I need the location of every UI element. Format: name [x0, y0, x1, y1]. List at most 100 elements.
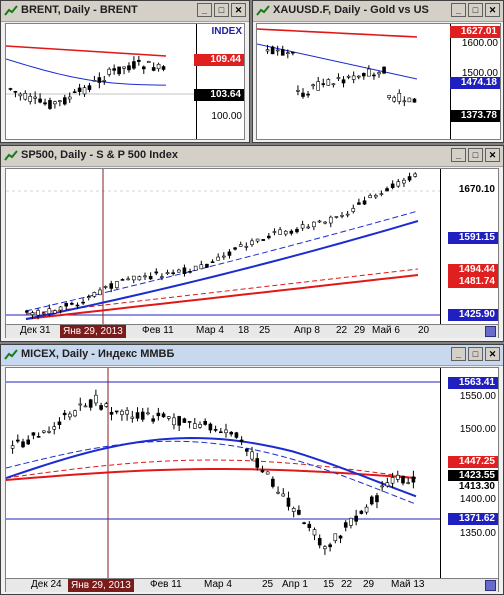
maximize-button[interactable]: □	[468, 347, 483, 361]
candle-body	[369, 496, 374, 505]
brent-chart-window[interactable]: BRENT, Daily - BRENT _ □ ✕ INDEX 109.44 …	[0, 0, 250, 143]
close-button[interactable]: ✕	[231, 3, 246, 17]
candle-body	[340, 215, 344, 217]
scale-label: 100.00	[211, 111, 242, 122]
candle-body	[255, 458, 260, 468]
window-title: BRENT, Daily - BRENT	[21, 4, 138, 16]
candle-body	[10, 445, 15, 449]
candle-body	[395, 474, 400, 480]
close-button[interactable]: ✕	[485, 3, 500, 17]
candle-body	[210, 261, 215, 264]
candle-body	[135, 412, 140, 419]
close-button[interactable]: ✕	[485, 148, 500, 162]
chart-settings-icon[interactable]	[485, 326, 496, 337]
x-tick-label: 22	[336, 325, 348, 336]
micex-plot-area[interactable]: 1563.41 1550.00 1500.00 1447.25 1423.55 …	[5, 367, 499, 592]
maximize-button[interactable]: □	[468, 148, 483, 162]
crosshair-date-label: Янв 29, 2013	[68, 579, 134, 592]
candle-body	[336, 77, 341, 79]
candle-body	[154, 271, 159, 274]
candle-body	[192, 423, 197, 429]
candle-body	[345, 213, 350, 216]
brent-plot-area[interactable]: INDEX 109.44 103.64 100.00	[5, 23, 245, 140]
scale-label: 1500.00	[461, 68, 498, 79]
x-tick-label: 29	[354, 325, 366, 336]
candle-body	[143, 275, 147, 278]
candle-body	[120, 410, 124, 415]
x-tick-label: 15	[323, 579, 335, 590]
candle-body	[306, 226, 311, 229]
gold-titlebar[interactable]: XAUUSD.F, Daily - Gold vs US _ □ ✕	[253, 1, 503, 22]
chart-settings-icon[interactable]	[485, 580, 496, 591]
candle-body	[311, 84, 315, 87]
candle-body	[38, 98, 42, 103]
candle-body	[219, 431, 223, 434]
candle-body	[296, 90, 300, 92]
candle-body	[42, 430, 46, 433]
x-tick-label: Мар 4	[204, 579, 232, 590]
candle-body	[401, 475, 405, 484]
candle-body	[172, 417, 176, 426]
candle-body	[306, 93, 310, 96]
candle-body	[92, 80, 97, 82]
minimize-button[interactable]: _	[451, 347, 466, 361]
scale-label: 1550.00	[459, 391, 496, 402]
candle-body	[171, 272, 175, 275]
x-tick-label: Май 6	[372, 325, 400, 336]
candle-body	[109, 283, 114, 289]
candle-body	[23, 93, 28, 100]
candle-body	[261, 239, 266, 241]
candle-body	[33, 96, 37, 99]
candle-body	[137, 276, 142, 281]
candle-body	[18, 93, 23, 97]
x-tick-label: Май 13	[391, 579, 425, 590]
maximize-button[interactable]: □	[468, 3, 483, 17]
minimize-button[interactable]: _	[451, 3, 466, 17]
chart-icon	[4, 150, 18, 161]
candle-body	[402, 100, 407, 103]
candle-body	[297, 509, 301, 515]
candle-body	[92, 292, 97, 297]
sp500-plot-area[interactable]: 1670.10 1591.15 1494.44 1481.74 1425.90 …	[5, 168, 499, 338]
candle-body	[47, 308, 52, 315]
candle-body	[346, 75, 351, 78]
scale-label: 1400.00	[459, 494, 496, 505]
candle-body	[141, 66, 146, 70]
close-button[interactable]: ✕	[485, 347, 500, 361]
candle-body	[64, 303, 69, 307]
price-tag: 1474.18	[450, 77, 500, 89]
candle-body	[390, 477, 395, 484]
candle-body	[402, 179, 406, 184]
x-tick-label: Апр 8	[294, 325, 320, 336]
candle-body	[323, 546, 327, 549]
candle-body	[146, 60, 151, 63]
candle-body	[272, 231, 277, 233]
candle-body	[412, 98, 417, 103]
candle-body	[356, 75, 361, 78]
candle-body	[131, 275, 136, 281]
candle-body	[390, 183, 395, 188]
candle-body	[307, 523, 312, 528]
scale-header: INDEX	[211, 26, 242, 37]
maximize-button[interactable]: □	[214, 3, 229, 17]
candle-body	[165, 272, 170, 275]
sp500-chart-window[interactable]: SP500, Daily - S & P 500 Index _ □ ✕ 167…	[0, 145, 504, 342]
micex-titlebar[interactable]: MICEX, Daily - Индекс ММВБ _ □ ✕	[1, 345, 503, 366]
gold-plot-area[interactable]: 1627.01 1600.00 1500.00 1474.18 1373.78	[256, 23, 501, 140]
price-tag: 103.64	[194, 89, 244, 101]
price-tag: 109.44	[194, 54, 244, 66]
gold-candles	[257, 28, 418, 107]
candle-body	[187, 421, 192, 423]
gold-chart-window[interactable]: XAUUSD.F, Daily - Gold vs US _ □ ✕ 1627.…	[252, 0, 504, 143]
candle-body	[156, 64, 161, 70]
candle-body	[82, 87, 87, 95]
candle-body	[151, 418, 155, 422]
sp500-titlebar[interactable]: SP500, Daily - S & P 500 Index _ □ ✕	[1, 146, 503, 167]
minimize-button[interactable]: _	[451, 148, 466, 162]
micex-chart-window[interactable]: MICEX, Daily - Индекс ММВБ _ □ ✕ 1563.41…	[0, 344, 504, 595]
minimize-button[interactable]: _	[197, 3, 212, 17]
brent-titlebar[interactable]: BRENT, Daily - BRENT _ □ ✕	[1, 1, 249, 22]
candle-body	[216, 256, 220, 261]
candle-body	[8, 88, 13, 90]
candle-body	[146, 412, 150, 415]
